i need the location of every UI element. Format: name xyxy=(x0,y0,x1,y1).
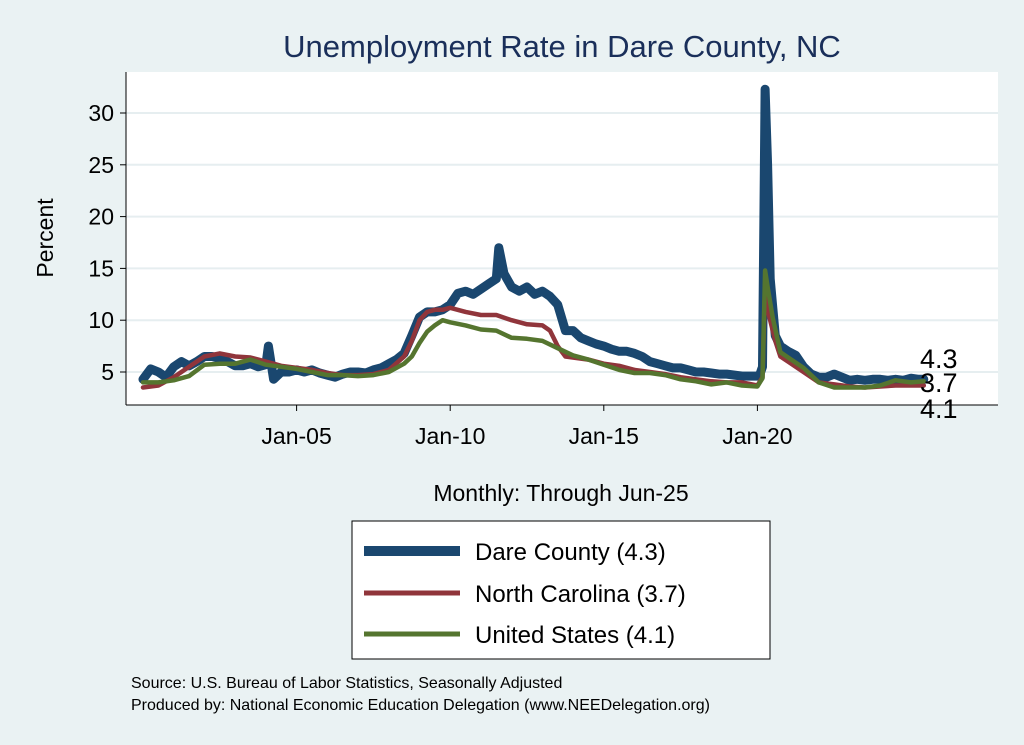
y-tick-label: 5 xyxy=(101,359,114,385)
y-tick-label: 30 xyxy=(88,100,114,126)
x-axis: Jan-05 Jan-10 Jan-15 Jan-20 xyxy=(261,405,793,449)
y-tick-label: 15 xyxy=(88,255,114,281)
x-tick-label: Jan-15 xyxy=(569,423,639,449)
y-tick-label: 10 xyxy=(88,307,114,333)
x-axis-label: Monthly: Through Jun-25 xyxy=(433,480,688,506)
y-axis: 5 10 15 20 25 30 xyxy=(88,100,126,385)
chart-title: Unemployment Rate in Dare County, NC xyxy=(283,29,841,64)
series-line-2 xyxy=(140,268,927,390)
series-lines xyxy=(138,84,929,390)
legend-label: United States (4.1) xyxy=(475,622,675,649)
end-value-label: 4.1 xyxy=(920,394,958,424)
legend-label: Dare County (4.3) xyxy=(475,539,666,566)
legend-items: Dare County (4.3) North Carolina (3.7) Uni… xyxy=(364,539,686,649)
end-value-label: 4.3 xyxy=(920,344,958,374)
producer-note: Produced by: National Economic Education… xyxy=(131,697,710,714)
y-axis-label: Percent xyxy=(32,198,58,278)
y-tick-label: 25 xyxy=(88,152,114,178)
legend-label: North Carolina (3.7) xyxy=(475,581,686,608)
end-value-label: 3.7 xyxy=(920,368,958,398)
series-line-0 xyxy=(138,84,929,385)
source-note: Source: U.S. Bureau of Labor Statistics,… xyxy=(131,675,562,692)
x-tick-label: Jan-05 xyxy=(261,423,331,449)
x-tick-label: Jan-10 xyxy=(415,423,485,449)
y-tick-label: 20 xyxy=(88,204,114,230)
x-tick-label: Jan-20 xyxy=(722,423,792,449)
end-labels: 4.33.74.1 xyxy=(920,344,958,424)
